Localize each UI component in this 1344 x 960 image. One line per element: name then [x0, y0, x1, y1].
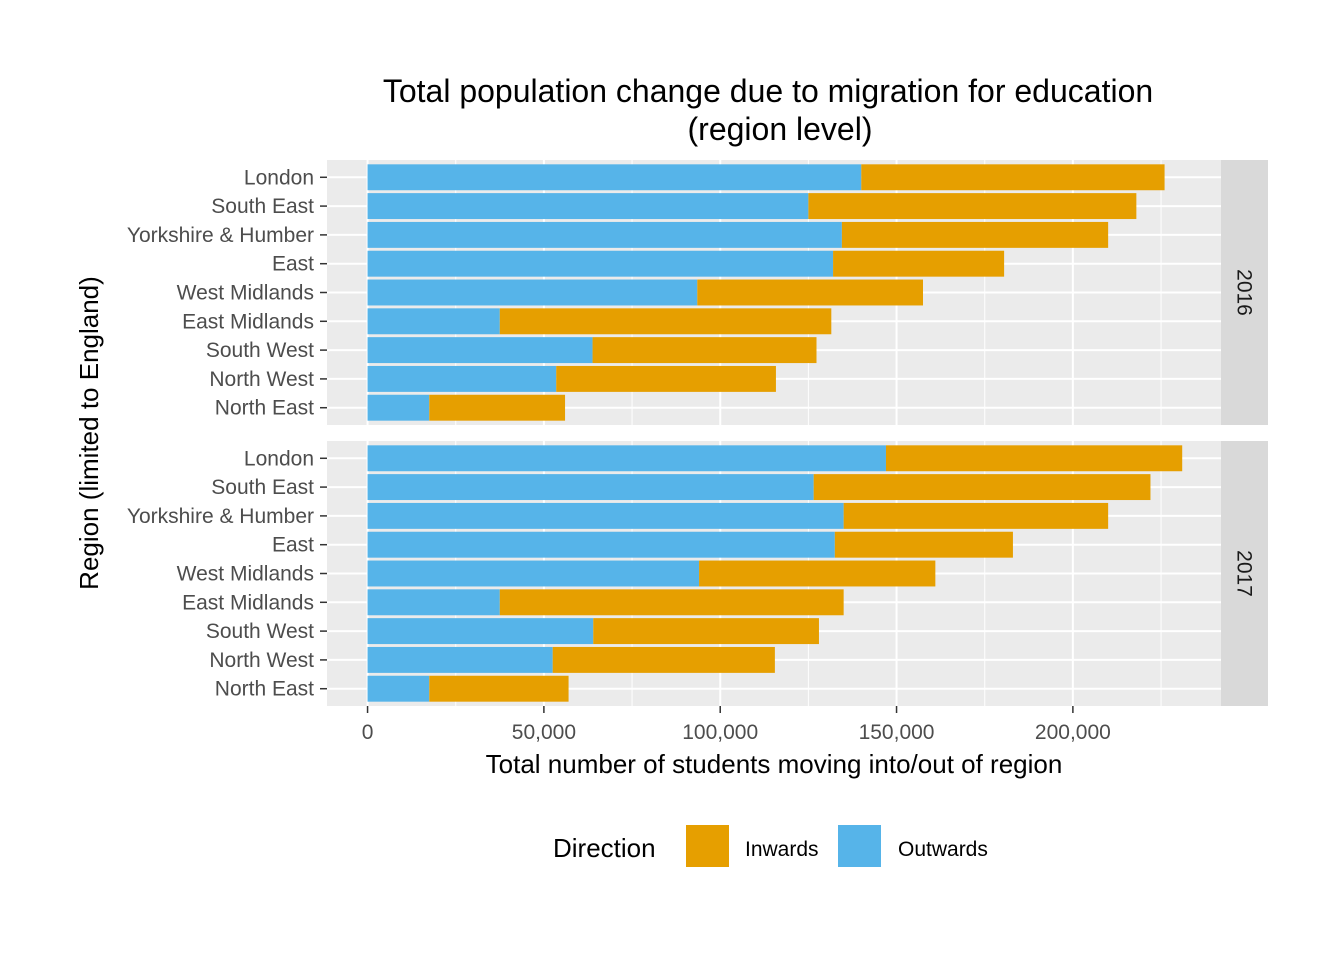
y-axis-label: Region (limited to England) [74, 276, 104, 590]
bar-outwards [367, 221, 842, 248]
bar-inwards [808, 193, 1137, 220]
panels: London South East Yorkshire & Humber East We… [127, 160, 1268, 706]
y-tick-label: South East [211, 476, 314, 499]
facet-strip-label: 2016 [1233, 269, 1256, 316]
bar-outwards [367, 560, 700, 587]
y-tick-label: Yorkshire & Humber [127, 505, 314, 528]
bar-outwards [367, 675, 430, 702]
y-tick-label: East Midlands [182, 591, 314, 614]
y-tick-label: West Midlands [177, 563, 314, 586]
bar-outwards [367, 250, 834, 277]
bar-outwards [367, 193, 809, 220]
bar-outwards [367, 589, 500, 616]
y-tick-label: North West [209, 368, 314, 391]
bar-outwards [367, 164, 862, 191]
y-tick-label: East Midlands [182, 310, 314, 333]
bar-inwards [699, 560, 936, 587]
facet-strip [1221, 441, 1268, 706]
x-tick-label: 100,000 [682, 721, 758, 744]
y-tick-label: East [272, 253, 314, 276]
legend-title: Direction [553, 833, 656, 863]
bar-inwards [697, 279, 923, 306]
bar-inwards [429, 675, 569, 702]
y-tick-label: East [272, 534, 314, 557]
x-axis-label: Total number of students moving into/out… [486, 749, 1063, 779]
bar-inwards [499, 589, 844, 616]
bar-outwards [367, 337, 593, 364]
bar-outwards [367, 445, 886, 472]
bar-inwards [813, 474, 1151, 501]
bar-outwards [367, 646, 553, 673]
legend-key-inwards [686, 825, 729, 867]
x-axis: 0 50,000 100,000 150,000 200,000 [362, 706, 1111, 744]
bar-outwards [367, 618, 594, 645]
chart-title-line-1: Total population change due to migration… [383, 73, 1153, 109]
y-tick-label: North West [209, 649, 314, 672]
legend-label-inwards: Inwards [745, 838, 819, 861]
bar-outwards [367, 531, 835, 558]
x-tick-label: 50,000 [512, 721, 576, 744]
bar-outwards [367, 308, 500, 335]
bar-inwards [499, 308, 832, 335]
legend: Direction Inwards Outwards [553, 825, 988, 867]
y-tick-label: London [244, 166, 314, 189]
x-tick-label: 0 [362, 721, 374, 744]
bar-outwards [367, 502, 844, 529]
y-tick-label: London [244, 447, 314, 470]
y-tick-label: North East [215, 678, 314, 701]
bar-inwards [552, 646, 775, 673]
bar-inwards [843, 502, 1109, 529]
bar-inwards [556, 365, 776, 392]
y-tick-label: West Midlands [177, 282, 314, 305]
bar-outwards [367, 365, 557, 392]
x-tick-label: 150,000 [859, 721, 935, 744]
bar-inwards [841, 221, 1109, 248]
bar-inwards [834, 531, 1013, 558]
panel-2016: London South East Yorkshire & Humber East We… [127, 160, 1268, 425]
y-tick-label: North East [215, 397, 314, 420]
y-tick-label: South West [206, 339, 314, 362]
bar-inwards [429, 394, 566, 421]
facet-strip-label: 2017 [1233, 550, 1256, 597]
x-tick-label: 200,000 [1035, 721, 1111, 744]
facet-strip [1221, 160, 1268, 425]
bar-inwards [833, 250, 1005, 277]
panel-2017: London South East Yorkshire & Humber East We… [127, 441, 1268, 706]
bar-inwards [885, 445, 1183, 472]
bar-outwards [367, 394, 430, 421]
bar-inwards [592, 337, 817, 364]
bar-inwards [593, 618, 819, 645]
bar-outwards [367, 474, 814, 501]
bar-outwards [367, 279, 698, 306]
y-tick-label: South West [206, 620, 314, 643]
bar-inwards [861, 164, 1165, 191]
chart-title-line-2: (region level) [688, 111, 873, 147]
y-tick-label: South East [211, 195, 314, 218]
legend-key-outwards [838, 825, 881, 867]
y-tick-label: Yorkshire & Humber [127, 224, 314, 247]
legend-label-outwards: Outwards [898, 838, 988, 861]
